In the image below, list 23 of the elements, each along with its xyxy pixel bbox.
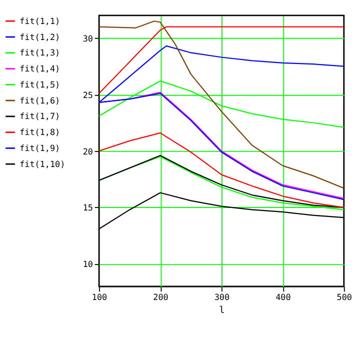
y-tick-label: 10 bbox=[82, 259, 93, 270]
legend-label: fit(1,6) bbox=[20, 95, 60, 106]
legend-label: fit(1,4) bbox=[20, 64, 60, 74]
legend-label: fit(1,5) bbox=[20, 79, 60, 90]
y-tick-label: 25 bbox=[82, 90, 93, 100]
x-tick-label: 500 bbox=[336, 292, 352, 302]
y-tick-label: 20 bbox=[82, 146, 93, 156]
legend-label: fit(1,8) bbox=[20, 127, 60, 138]
legend-label: fit(1,3) bbox=[20, 48, 60, 58]
legend-label: fit(1,7) bbox=[20, 111, 60, 122]
x-axis-title: l bbox=[219, 305, 225, 316]
legend-label: fit(1,9) bbox=[20, 142, 60, 153]
x-tick-label: 400 bbox=[276, 292, 291, 302]
y-tick-label: 30 bbox=[82, 33, 93, 44]
x-tick-label: 300 bbox=[214, 292, 230, 302]
line-series bbox=[99, 132, 344, 208]
legend-label: fit(1,2) bbox=[20, 32, 60, 42]
legend-label: fit(1,10) bbox=[20, 158, 66, 169]
x-tick-label: 200 bbox=[153, 292, 168, 302]
legend-label: fit(1,1) bbox=[20, 16, 60, 26]
line-series bbox=[99, 26, 344, 94]
y-tick-label: 15 bbox=[82, 202, 93, 213]
x-tick-label: 100 bbox=[92, 292, 108, 302]
